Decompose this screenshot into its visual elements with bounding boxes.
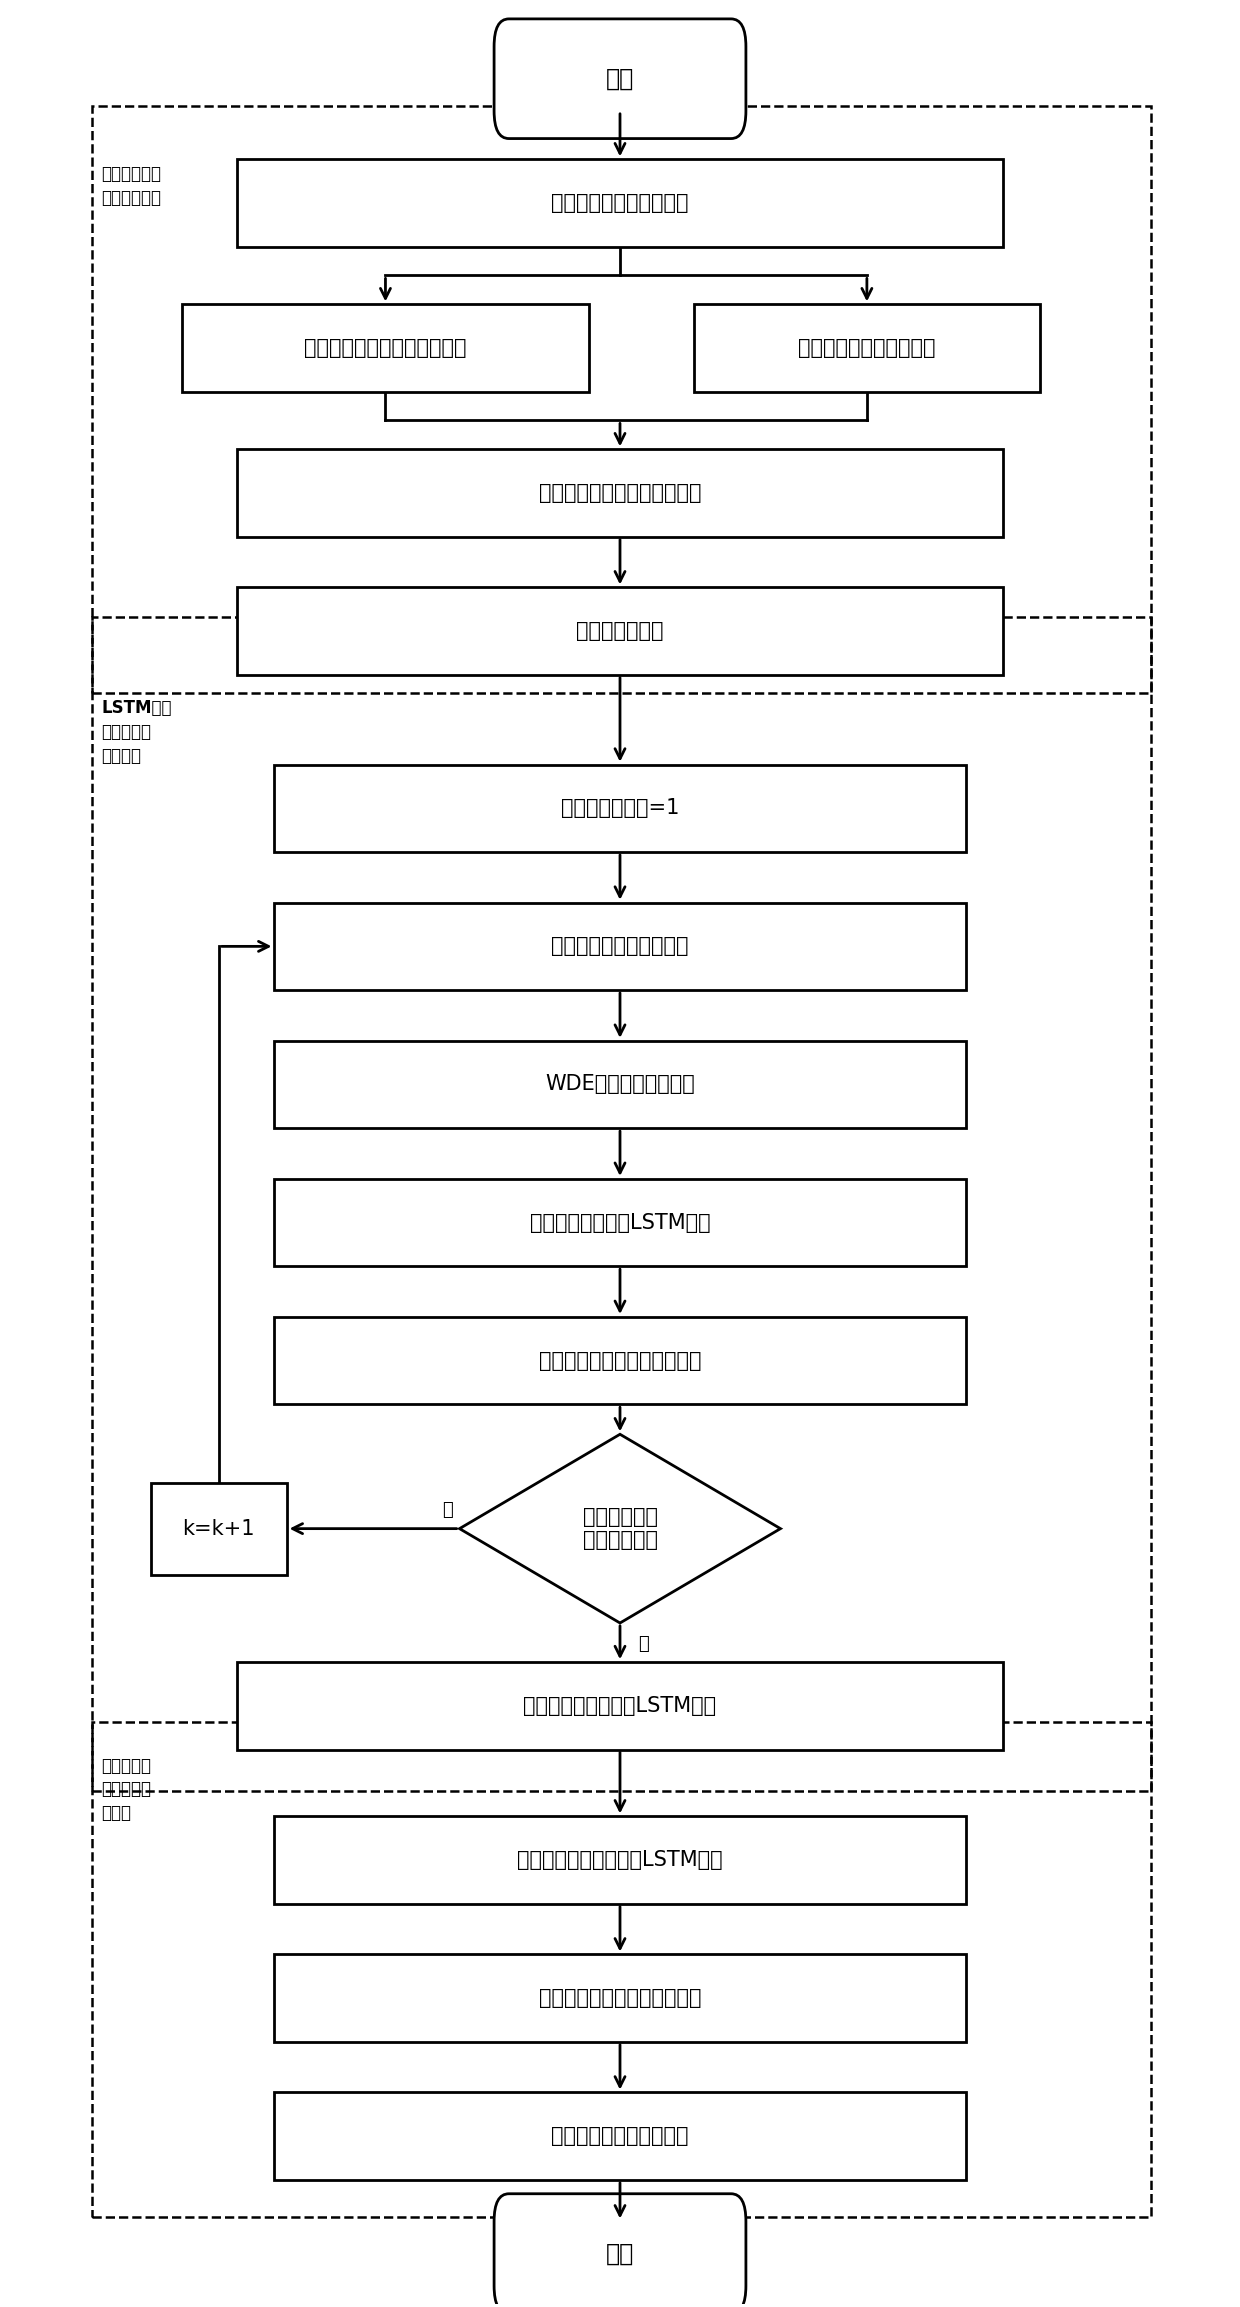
Polygon shape [460, 1435, 780, 1624]
Text: 锂离子电池
剩余寿命间
接预测: 锂离子电池 剩余寿命间 接预测 [102, 1756, 151, 1823]
Text: 利用验证集数据计算适应度值: 利用验证集数据计算适应度值 [538, 1350, 702, 1370]
Bar [274, 2092, 966, 2180]
Bar [274, 902, 966, 990]
Text: 训练、验证、测试数据集划分: 训练、验证、测试数据集划分 [538, 482, 702, 503]
Text: LSTM网络
结构参数自
适应选择: LSTM网络 结构参数自 适应选择 [102, 699, 172, 764]
Text: 获取锂离子电池监测数据: 获取锂离子电池监测数据 [552, 194, 688, 212]
Text: 评估锂离子电池剩余寿命: 评估锂离子电池剩余寿命 [552, 2127, 688, 2146]
Text: 数据归一化处理: 数据归一化处理 [577, 621, 663, 641]
Bar [274, 1954, 966, 2042]
Text: 预测后期锂离子电池容量数据: 预测后期锂离子电池容量数据 [538, 1989, 702, 2007]
Text: 是否达到寻优
算法停止条件: 是否达到寻优 算法停止条件 [583, 1506, 657, 1550]
Bar [182, 305, 589, 392]
Bar [92, 106, 1151, 692]
Bar [274, 1040, 966, 1128]
Text: 结束: 结束 [606, 2242, 634, 2265]
Bar [274, 764, 966, 851]
Text: WDE算法参数更新策略: WDE算法参数更新策略 [546, 1075, 694, 1094]
Bar [92, 618, 1151, 1790]
Text: 提取锂离子电池容量数据: 提取锂离子电池容量数据 [799, 339, 936, 358]
Text: 否: 否 [443, 1502, 454, 1520]
Bar [237, 450, 1003, 538]
Bar [274, 1317, 966, 1405]
Bar [274, 1816, 966, 1903]
Bar [237, 1661, 1003, 1749]
Text: 执行第𝑘次参数寻优过程: 执行第𝑘次参数寻优过程 [552, 937, 688, 957]
Text: 将测试集数据带入最优LSTM网络: 将测试集数据带入最优LSTM网络 [517, 1850, 723, 1871]
Text: 开始: 开始 [606, 67, 634, 90]
Bar [92, 1721, 1151, 2217]
Text: 是: 是 [639, 1633, 650, 1652]
Bar [237, 159, 1003, 247]
Text: 输出最优参数及最优LSTM网络: 输出最优参数及最优LSTM网络 [523, 1696, 717, 1716]
Bar [274, 1179, 966, 1267]
Text: 寻优迭代次数𝑘=1: 寻优迭代次数𝑘=1 [560, 798, 680, 819]
Text: k=k+1: k=k+1 [182, 1518, 255, 1539]
Bar [237, 588, 1003, 676]
FancyBboxPatch shape [494, 2194, 746, 2307]
Text: 锂离子电池监
测数据预处理: 锂离子电池监 测数据预处理 [102, 166, 161, 208]
Bar [151, 1483, 286, 1576]
Bar [694, 305, 1039, 392]
Text: 利用优化参数训练LSTM网络: 利用优化参数训练LSTM网络 [529, 1213, 711, 1232]
Text: 提取锂离子电池健康监测指标: 提取锂离子电池健康监测指标 [304, 339, 466, 358]
FancyBboxPatch shape [494, 18, 746, 138]
